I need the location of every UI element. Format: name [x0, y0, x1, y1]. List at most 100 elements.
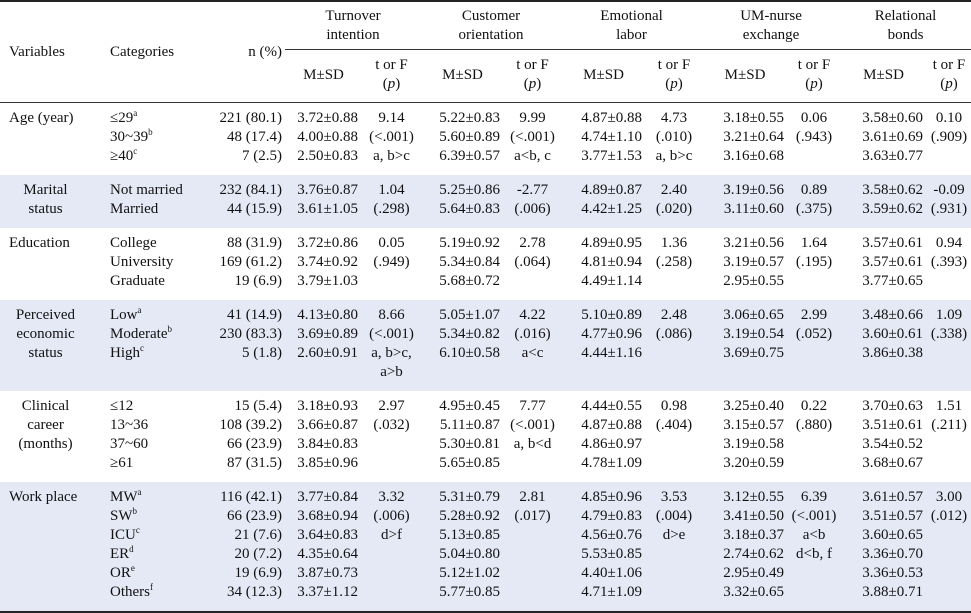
mean-sd-values: 5.25±0.86 5.64±0.83: [421, 175, 505, 228]
table-row: Work place MWa SWb ICUc ERd ORe Othersf 116 (42…: [0, 482, 971, 613]
test-statistic: 1.09 (.338): [927, 300, 971, 391]
category-superscript: e: [130, 563, 135, 573]
test-statistic: -2.77 (.006): [504, 175, 562, 228]
category-superscript: d: [129, 544, 134, 554]
subheader-msd: M±SD: [285, 49, 362, 103]
test-statistic: 0.89 (.375): [788, 175, 841, 228]
mean-sd-values: 4.85±0.96 4.79±0.83 4.56±0.76 5.53±0.85 4.40…: [561, 482, 647, 613]
mean-sd-values: 3.72±0.86 3.74±0.92 3.79±1.03: [297, 235, 358, 289]
header-categories: Categories: [105, 1, 209, 103]
mean-sd-values: 3.25±0.40 3.15±0.57 3.19±0.58 3.20±0.59: [723, 398, 785, 471]
category-label: ≥40: [110, 148, 134, 164]
n-percent: 88 (31.9) 169 (61.2) 19 (6.9): [219, 235, 283, 289]
test-statistic: 2.99 (.052): [788, 300, 841, 391]
header-n-pct: n (%): [209, 1, 285, 103]
mean-sd-values: 4.95±0.45 5.11±0.87 5.30±0.81 5.65±0.85: [439, 398, 501, 471]
mean-sd-values: 3.70±0.63 3.51±0.61 3.54±0.52 3.68±0.67: [862, 398, 924, 471]
category-label: Graduate: [110, 273, 165, 289]
test-statistic: 1.36 (.258): [655, 235, 693, 270]
category-list: MWa SWb ICUc ERd ORe Othersf: [105, 482, 209, 613]
mean-sd-values: 3.48±0.66 3.60±0.61 3.86±0.38: [840, 300, 928, 391]
subheader-msd: M±SD: [421, 49, 505, 103]
category-label: SW: [110, 508, 133, 524]
category-superscript: a: [137, 305, 142, 315]
subheader-t-or-f: t or F (p): [927, 49, 971, 103]
category-superscript: c: [135, 525, 140, 535]
category-list: College University Graduate: [105, 228, 209, 300]
test-statistic: 2.40 (.020): [646, 175, 703, 228]
mean-sd-values: 3.18±0.55 3.21±0.64 3.16±0.68: [723, 110, 785, 164]
n-percent: 15 (5.4) 108 (39.2) 66 (23.9) 87 (31.5): [219, 398, 283, 471]
mean-sd-values: 5.10±0.89 4.77±0.96 4.44±1.16: [561, 300, 647, 391]
test-statistic: 0.05 (.949): [373, 235, 410, 270]
category-superscript: c: [133, 146, 138, 156]
test-statistic: 9.14 (<.001) a, b>c: [369, 110, 414, 164]
category-label: Not married: [110, 182, 183, 198]
mean-sd-values: 4.89±0.95 4.81±0.94 4.49±1.14: [581, 235, 643, 289]
subheader-t-or-f: t or F (p): [504, 49, 562, 103]
variable-name: Age (year): [9, 110, 74, 126]
mean-sd-values: 3.58±0.62 3.59±0.62: [840, 175, 928, 228]
mean-sd-values: 3.72±0.88 4.00±0.88 2.50±0.83: [297, 110, 358, 164]
category-list: Lowa Moderateb Highc: [105, 300, 209, 391]
category-label: College: [110, 235, 157, 251]
category-label: Others: [110, 584, 150, 600]
header-um-nurse-exchange: UM-nurse exchange: [702, 1, 841, 50]
header-customer-orientation: Customer orientation: [421, 1, 562, 50]
test-statistic: 3.00 (.012): [927, 482, 971, 613]
category-label: MW: [110, 489, 138, 505]
table-row: Education College University Graduate 88 (31…: [0, 228, 971, 300]
test-statistic: 8.66 (<.001) a, b>c, a>b: [362, 300, 422, 391]
n-percent: 116 (42.1) 66 (23.9) 21 (7.6) 20 (7.2) 19 (6…: [209, 482, 285, 613]
test-statistic: 1.64 (.195): [795, 235, 833, 270]
n-percent: 221 (80.1) 48 (17.4) 7 (2.5): [219, 110, 283, 164]
mean-sd-values: 3.19±0.56 3.11±0.60: [702, 175, 789, 228]
category-label: University: [110, 254, 174, 270]
category-superscript: a: [137, 487, 142, 497]
subheader-msd: M±SD: [561, 49, 647, 103]
mean-sd-values: 5.19±0.92 5.34±0.84 5.68±0.72: [439, 235, 501, 289]
mean-sd-values: 3.12±0.55 3.41±0.50 3.18±0.37 2.74±0.62 2.95…: [702, 482, 789, 613]
header-variables: Variables: [0, 1, 105, 103]
variable-name: Perceived economic status: [0, 300, 105, 391]
mean-sd-values: 3.21±0.56 3.19±0.57 2.95±0.55: [723, 235, 785, 289]
category-list: ≤12 13~36 37~60 ≥61: [105, 391, 209, 482]
mean-sd-values: 4.44±0.55 4.87±0.88 4.86±0.97 4.78±1.09: [581, 398, 643, 471]
category-superscript: f: [150, 582, 153, 592]
mean-sd-values: 5.31±0.79 5.28±0.92 5.13±0.85 5.04±0.80 5.12…: [421, 482, 505, 613]
subheader-t-or-f: t or F (p): [362, 49, 422, 103]
mean-sd-values: 3.77±0.84 3.68±0.94 3.64±0.83 4.35±0.64 3.87…: [285, 482, 362, 613]
test-statistic: 0.98 (.404): [655, 398, 693, 433]
test-statistic: 1.51 (.211): [931, 398, 967, 433]
mean-sd-values: 4.13±0.80 3.69±0.89 2.60±0.91: [285, 300, 362, 391]
test-statistic: 0.10 (.909): [930, 110, 968, 145]
variable-name: Marital status: [0, 175, 105, 228]
subheader-msd: M±SD: [840, 49, 928, 103]
mean-sd-values: 3.06±0.65 3.19±0.54 3.69±0.75: [702, 300, 789, 391]
category-label: ≥61: [110, 455, 134, 471]
test-statistic: 0.06 (.943): [795, 110, 833, 145]
category-superscript: b: [148, 127, 153, 137]
variable-name: Education: [9, 235, 70, 251]
category-label: ≤29: [110, 110, 134, 126]
category-label: 13~36: [110, 417, 149, 433]
subheader-msd: M±SD: [702, 49, 789, 103]
variable-name: Clinical career (months): [18, 398, 73, 452]
test-statistic: -0.09 (.931): [927, 175, 971, 228]
test-statistic: 4.73 (.010) a, b>c: [655, 110, 693, 164]
mean-sd-values: 3.58±0.60 3.61±0.69 3.63±0.77: [862, 110, 924, 164]
test-statistic: 6.39 (<.001) a<b d<b, f: [788, 482, 841, 613]
test-statistic: 2.48 (.086): [646, 300, 703, 391]
test-statistic: 0.94 (.393): [930, 235, 968, 270]
table-row: Clinical career (months) ≤12 13~36 37~60 ≥61 15…: [0, 391, 971, 482]
subheader-t-or-f: t or F (p): [788, 49, 841, 103]
category-label: ≤12: [110, 398, 134, 414]
category-list: ≤29a 30~39b ≥40c: [105, 103, 209, 176]
test-statistic: 2.97 (.032): [373, 398, 410, 433]
test-statistic: 0.22 (.880): [795, 398, 833, 433]
table-row: Marital status Not married Married 232 (84.1…: [0, 175, 971, 228]
mean-sd-values: 3.57±0.61 3.57±0.61 3.77±0.65: [862, 235, 924, 289]
test-statistic: 7.77 (<.001) a, b<d: [510, 398, 555, 452]
category-superscript: a: [133, 108, 138, 118]
